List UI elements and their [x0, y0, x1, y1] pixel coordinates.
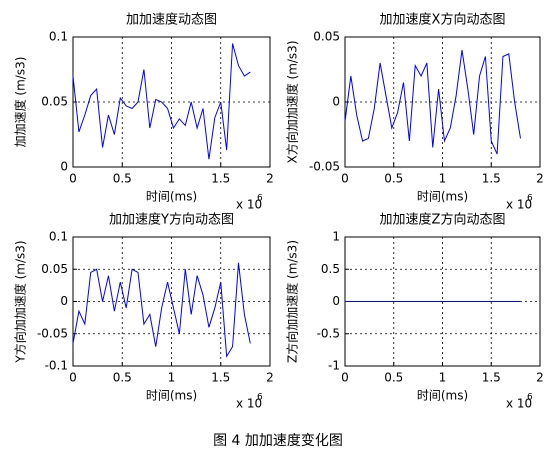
x-tick-label: 1	[439, 172, 447, 186]
x-tick-label: 0	[341, 371, 349, 385]
x-axis-label: 时间(ms)	[417, 190, 468, 204]
x-tick-label: 0.5	[384, 371, 403, 385]
y-axis-label: 加加速度 (m/s3)	[13, 57, 28, 148]
chart-title: 加加速度Z方向动态图	[380, 212, 506, 228]
y-tick-label: 0.05	[41, 95, 68, 109]
y-axis-label: X方向加加速度 (m/s3)	[285, 40, 300, 163]
x-axis-label: 时间(ms)	[146, 190, 197, 204]
data-line	[72, 43, 251, 160]
x-tick-label: 2	[266, 172, 274, 186]
x-multiplier-exp: 6	[527, 393, 533, 403]
y-tick-label: 0	[60, 294, 68, 308]
x-tick-label: 0.5	[384, 172, 403, 186]
y-axis-label: Z方向加加速度 (m/s3)	[285, 240, 300, 363]
x-tick-label: 0.5	[113, 371, 132, 385]
chart-title: 加加速度动态图	[126, 12, 217, 28]
y-tick-label: 0.05	[313, 30, 340, 44]
x-tick-label: 0	[69, 172, 77, 186]
x-multiplier: x 10	[506, 198, 532, 212]
x-multiplier: x 10	[506, 397, 532, 411]
x-axis-label: 时间(ms)	[417, 389, 468, 403]
x-tick-label: 2	[536, 172, 544, 186]
y-tick-label: -0.5	[317, 326, 340, 340]
y-tick-label: -0.05	[309, 160, 340, 174]
x-tick-label: 1	[168, 371, 176, 385]
x-tick-label: 1.5	[482, 172, 501, 186]
x-tick-label: 1	[439, 371, 447, 385]
x-tick-label: 1	[168, 172, 176, 186]
y-axis-label: Y方向加加速度 (m/s3)	[13, 240, 28, 363]
x-tick-label: 2	[266, 371, 274, 385]
x-multiplier-exp: 6	[257, 393, 263, 403]
x-multiplier: x 10	[236, 397, 262, 411]
x-tick-label: 1.5	[211, 172, 230, 186]
y-tick-label: 0	[60, 160, 68, 174]
y-tick-label: 0.1	[49, 30, 68, 44]
y-tick-label: 1	[332, 230, 340, 244]
y-tick-label: 0.5	[321, 262, 340, 276]
y-tick-label: -1	[328, 359, 340, 373]
caption: 图 4 加加速度变化图	[213, 433, 343, 449]
x-multiplier: x 10	[236, 198, 262, 212]
x-multiplier-exp: 6	[527, 194, 533, 204]
x-multiplier-exp: 6	[257, 194, 263, 204]
chart-title: 加加速度Y方向动态图	[109, 212, 234, 228]
y-tick-label: 0	[332, 294, 340, 308]
x-tick-label: 0	[69, 371, 77, 385]
y-tick-label: -0.05	[37, 326, 68, 340]
data-line	[72, 262, 251, 358]
x-tick-label: 2	[536, 371, 544, 385]
x-tick-label: 0.5	[113, 172, 132, 186]
x-tick-label: 1.5	[482, 371, 501, 385]
x-tick-label: 0	[341, 172, 349, 186]
y-tick-label: 0	[332, 95, 340, 109]
y-tick-label: 0.05	[41, 262, 68, 276]
chart-title: 加加速度X方向动态图	[380, 12, 506, 28]
y-tick-label: 0.1	[49, 230, 68, 244]
x-axis-label: 时间(ms)	[146, 389, 197, 403]
y-tick-label: -0.1	[45, 359, 68, 373]
data-line	[344, 49, 521, 155]
x-tick-label: 1.5	[211, 371, 230, 385]
